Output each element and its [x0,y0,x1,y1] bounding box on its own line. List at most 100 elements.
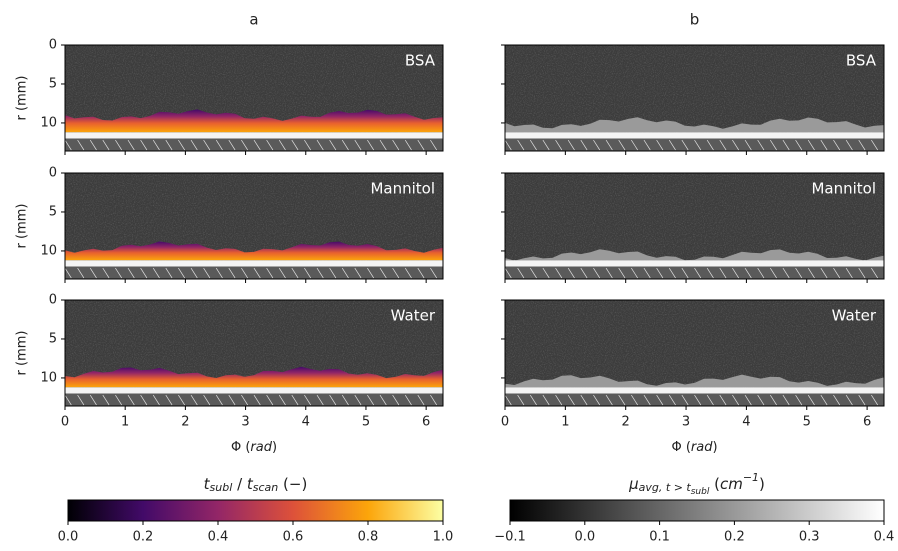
bottom-texture [593,139,601,151]
bottom-texture [127,394,135,406]
x-tick-label: 3 [682,415,690,430]
bottom-texture [807,394,815,406]
image-panel [504,45,884,151]
colorbar-label-part: μ [628,475,639,493]
row-label: BSA [405,52,436,70]
bottom-texture [833,394,841,406]
bottom-texture [215,139,223,151]
bottom-texture [605,394,613,406]
x-tick-label: 1 [121,415,129,430]
bottom-texture [228,394,236,406]
row-label: BSA [846,52,877,70]
bottom-texture [341,267,349,279]
y-axis-label: r (mm) [15,76,30,121]
bottom-texture [833,139,841,151]
y-tick-label: 0 [49,166,57,181]
bottom-texture [354,267,362,279]
x-tick-label: 2 [622,415,630,430]
bottom-texture [367,139,374,151]
colorbar-label-part: t [204,475,211,493]
bottom-texture [504,267,512,279]
bottom-texture [681,394,689,406]
bottom-texture [833,267,841,279]
bottom-texture [517,139,525,151]
bottom-texture [820,139,828,151]
bottom-texture [278,267,286,279]
x-tick-label: 5 [803,415,811,430]
sublimation-front [505,374,884,388]
bottom-texture [304,394,311,406]
column-title: a [249,11,258,29]
row-label: Water [391,307,436,325]
sublimation-front [65,366,443,388]
bottom-texture [190,267,198,279]
bottom-texture [770,394,777,406]
bottom-texture [417,394,425,406]
x-axis-label-part: ) [712,440,717,455]
y-tick-label: 0 [49,293,57,308]
colorbar-tick-label: 0.0 [58,530,79,545]
bottom-texture [668,139,676,151]
bottom-texture [316,139,324,151]
bottom-texture [127,267,135,279]
vial-bottom [505,266,884,279]
bottom-texture [140,139,148,151]
image-panel [64,173,443,279]
bottom-texture [165,139,173,151]
bottom-texture [820,267,828,279]
vial-bottom [65,393,443,406]
bottom-texture [694,267,702,279]
vial-bottom [505,393,884,406]
colorbar-label: tsubl / tscan (−) [204,475,308,495]
bottom-texture [542,267,550,279]
bottom-texture [681,267,689,279]
bottom-texture [178,139,185,151]
bottom-texture [341,394,349,406]
bottom-texture [757,267,765,279]
colorbar-label-part: (−) [278,475,307,493]
vial-wall [505,132,884,139]
bottom-texture [845,394,853,406]
x-tick-label: 3 [241,415,249,430]
sublimation-front [65,241,443,261]
x-axis-label-part: Φ ( [671,440,690,455]
bottom-texture [732,394,740,406]
bottom-texture [694,394,702,406]
bottom-texture [643,394,651,406]
y-axis-label: r (mm) [15,204,30,249]
colorbar-tick-label: −0.1 [494,530,526,545]
bottom-texture [215,394,223,406]
x-tick-label: 0 [61,415,69,430]
colorbar-label-part: −1 [743,471,759,484]
bottom-texture [795,139,803,151]
bottom-texture [253,267,261,279]
row-label: Mannitol [811,180,876,198]
colorbar [509,499,885,522]
bottom-texture [430,394,437,406]
bottom-texture [165,267,173,279]
panel-frame [504,299,885,407]
vial-bottom [65,138,443,151]
bottom-texture [253,394,261,406]
panel-frame [64,299,444,407]
x-tick-label: 2 [181,415,189,430]
bottom-texture [253,139,261,151]
bottom-texture [668,394,676,406]
x-axis-label: Φ (rad) [231,440,277,455]
bottom-texture [795,394,803,406]
panel-frame [64,44,444,152]
bottom-texture [504,139,512,151]
bottom-texture [580,394,588,406]
colorbar-tick-label: 0.4 [208,530,229,545]
bottom-texture [517,267,525,279]
bottom-texture [102,267,110,279]
bottom-texture [404,267,412,279]
bottom-texture [529,394,537,406]
bottom-texture [77,394,85,406]
x-tick-label: 0 [501,415,509,430]
bottom-texture [64,139,72,151]
bottom-texture [820,394,828,406]
bottom-texture [555,394,563,406]
bottom-texture [517,394,525,406]
bottom-texture [706,394,714,406]
